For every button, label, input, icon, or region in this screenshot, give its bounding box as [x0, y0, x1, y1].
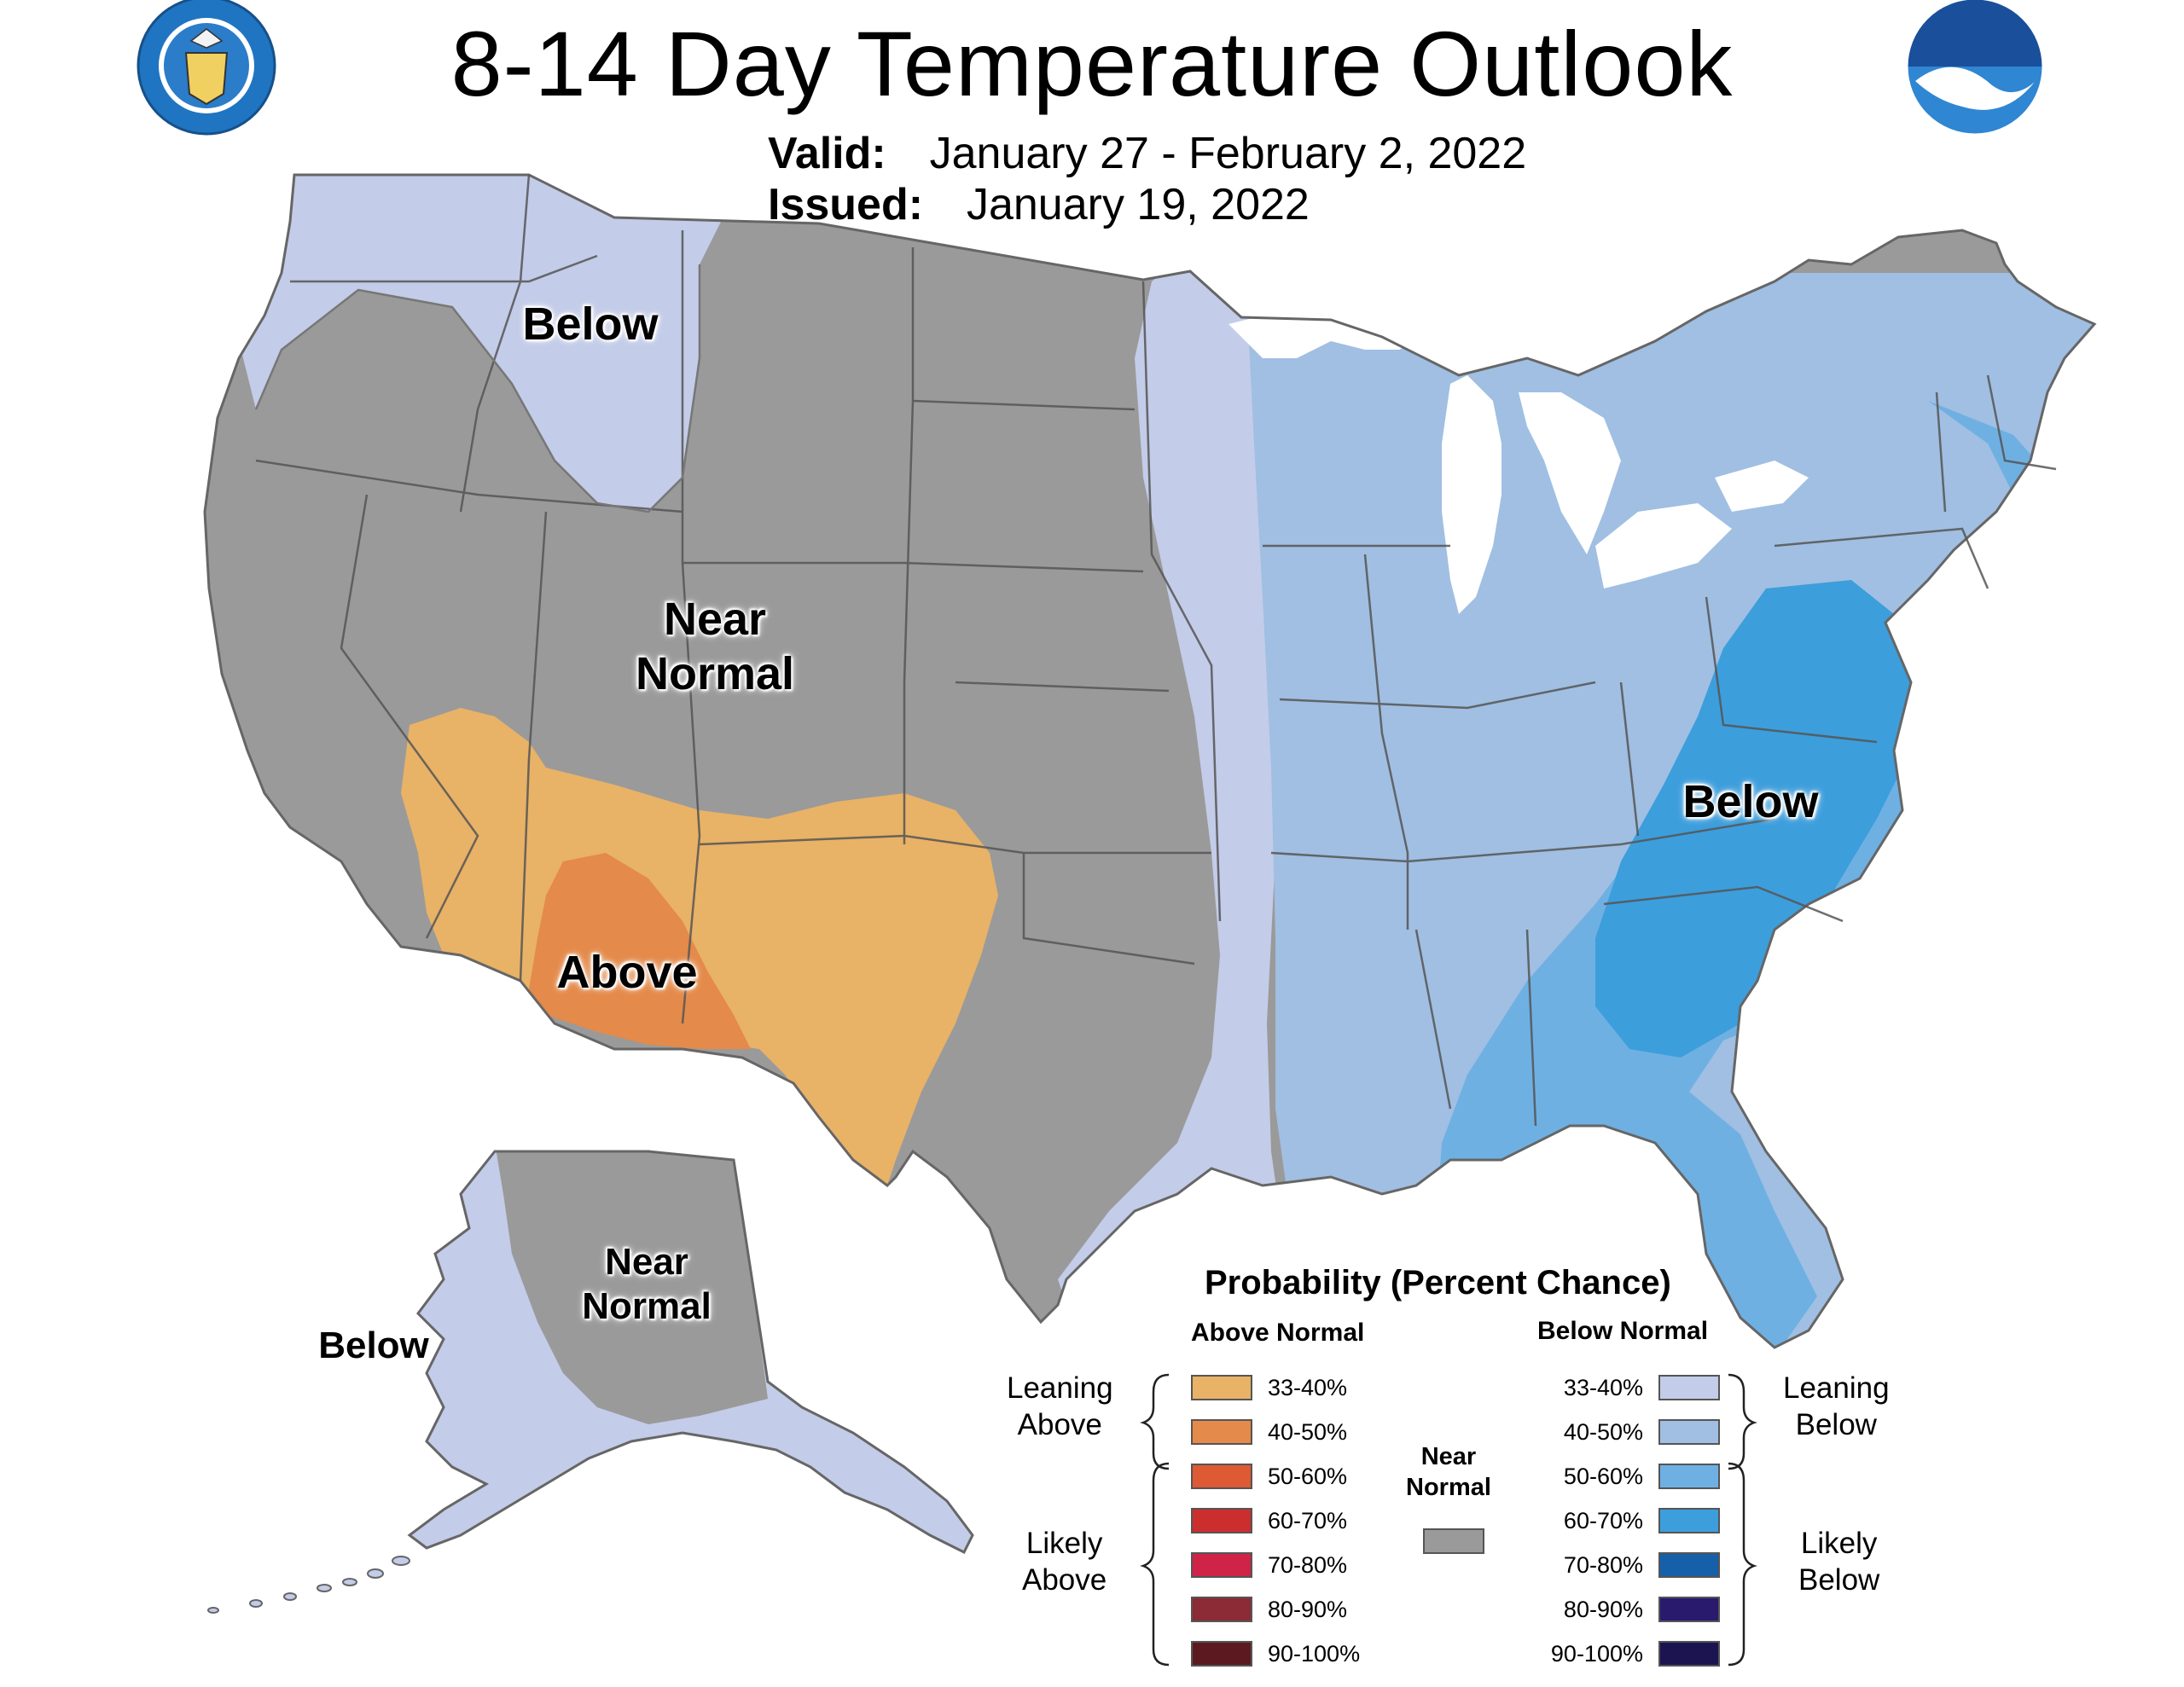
ak-near-normal-line-2: Normal: [582, 1285, 712, 1327]
legend-below-header: Below Normal: [1537, 1317, 1709, 1345]
legend-below-swatch: [1658, 1597, 1720, 1622]
issued-row: Issued: January 19, 2022: [768, 179, 1526, 230]
date-block: Valid: January 27 - February 2, 2022 Iss…: [768, 128, 1526, 230]
legend-likely-above: Likely Above: [1022, 1525, 1107, 1598]
valid-row: Valid: January 27 - February 2, 2022: [768, 128, 1526, 179]
legend-below-swatch: [1658, 1464, 1720, 1489]
legend-above-range-label: 70-80%: [1268, 1552, 1348, 1578]
leaning-below-line-2: Below: [1795, 1408, 1877, 1441]
legend-below-swatch: [1658, 1641, 1720, 1667]
likely-below-line-1: Likely: [1800, 1527, 1878, 1560]
legend-above-swatch: [1191, 1419, 1252, 1445]
region-label-ak-below: Below: [318, 1325, 429, 1366]
region-label-ak-near-normal: Near Normal: [582, 1240, 712, 1329]
legend-below-range-label: 40-50%: [1563, 1419, 1643, 1445]
ak-near-normal-line-1: Near: [605, 1241, 688, 1283]
valid-label: Valid:: [768, 129, 886, 178]
likely-above-line-1: Likely: [1025, 1527, 1103, 1560]
legend-above-range-label: 50-60%: [1268, 1464, 1348, 1489]
legend-below-swatch: [1658, 1375, 1720, 1400]
legend-below-range-label: 90-100%: [1550, 1641, 1643, 1667]
legend-likely-below: Likely Below: [1798, 1525, 1879, 1598]
legend-near-normal-swatch: [1423, 1528, 1484, 1554]
near-normal-legend-line-2: Normal: [1406, 1474, 1491, 1501]
legend-above-swatch: [1191, 1464, 1252, 1489]
likely-below-line-2: Below: [1798, 1563, 1880, 1597]
legend-below-swatch: [1658, 1552, 1720, 1578]
legend-near-normal-label: Near Normal: [1406, 1441, 1491, 1503]
region-label-nw-below: Below: [522, 299, 659, 350]
leaning-above-line-1: Leaning: [1007, 1371, 1113, 1405]
legend-above-swatch: [1191, 1375, 1252, 1400]
legend-below-range-label: 50-60%: [1563, 1464, 1643, 1489]
legend-above-header: Above Normal: [1191, 1319, 1365, 1347]
issued-label: Issued:: [768, 180, 924, 229]
legend-leaning-above: Leaning Above: [1007, 1370, 1113, 1443]
valid-dates: January 27 - February 2, 2022: [929, 129, 1527, 178]
commerce-seal-logo: [136, 0, 276, 136]
legend-above-range-label: 90-100%: [1268, 1641, 1361, 1667]
legend-leaning-below: Leaning Below: [1783, 1370, 1890, 1443]
legend-above-range-label: 80-90%: [1268, 1597, 1348, 1622]
legend-below-swatch: [1658, 1419, 1720, 1445]
leaning-above-line-2: Above: [1017, 1408, 1102, 1441]
likely-above-line-2: Above: [1022, 1563, 1107, 1597]
region-label-central-near-normal: Near Normal: [636, 592, 794, 701]
legend-below-range-label: 70-80%: [1563, 1552, 1643, 1578]
leaning-below-line-1: Leaning: [1783, 1371, 1890, 1405]
noaa-logo: [1905, 0, 2045, 136]
legend-below-swatch: [1658, 1508, 1720, 1533]
legend-below-range-label: 80-90%: [1563, 1597, 1643, 1622]
legend-above-swatch: [1191, 1552, 1252, 1578]
legend-title: Probability (Percent Chance): [1205, 1264, 1671, 1301]
legend-above-swatch: [1191, 1641, 1252, 1667]
legend-below-range-label: 33-40%: [1563, 1375, 1643, 1400]
page-title: 8-14 Day Temperature Outlook: [450, 12, 1734, 115]
near-normal-legend-line-1: Near: [1420, 1443, 1477, 1470]
legend-below-range-label: 60-70%: [1563, 1508, 1643, 1533]
legend-above-range-label: 33-40%: [1268, 1375, 1348, 1400]
region-label-se-below: Below: [1682, 776, 1819, 827]
near-normal-line-1: Near: [663, 594, 767, 645]
legend-above-swatch: [1191, 1597, 1252, 1622]
near-normal-line-2: Normal: [635, 648, 795, 699]
legend-above-range-label: 40-50%: [1268, 1419, 1348, 1445]
issued-date: January 19, 2022: [966, 180, 1310, 229]
region-label-sw-above: Above: [556, 947, 698, 998]
legend-above-range-label: 60-70%: [1268, 1508, 1348, 1533]
legend-above-swatch: [1191, 1508, 1252, 1533]
